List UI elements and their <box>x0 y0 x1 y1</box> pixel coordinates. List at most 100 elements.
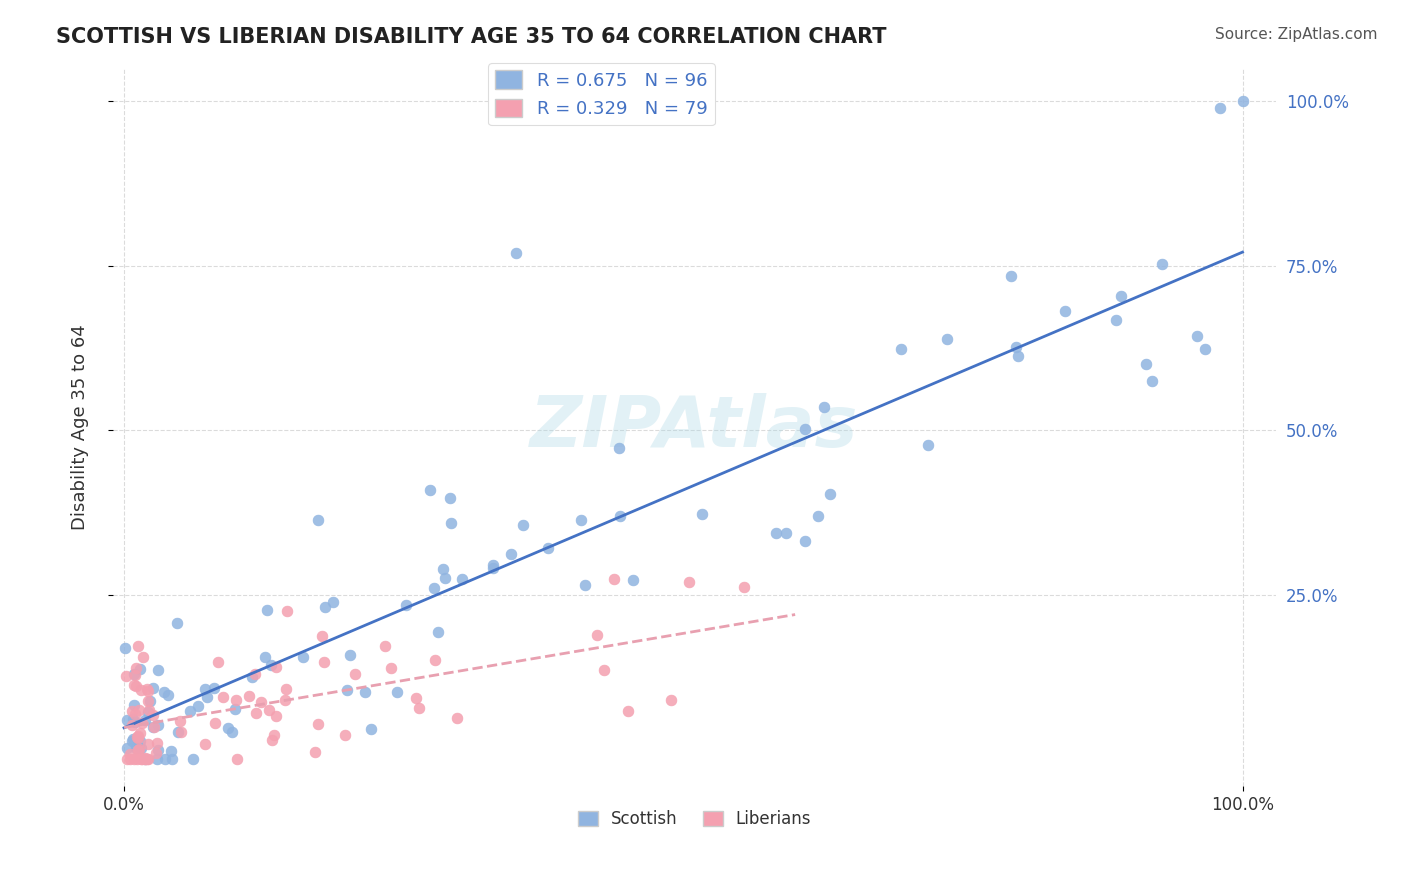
Point <box>118 747 141 761</box>
Text: ZIPAtlas: ZIPAtlas <box>530 392 859 462</box>
Point <box>207 655 229 669</box>
Point <box>162 752 184 766</box>
Point <box>322 595 344 609</box>
Point <box>512 518 534 533</box>
Point <box>1054 304 1077 318</box>
Point <box>125 741 148 756</box>
Point <box>129 733 152 747</box>
Point <box>574 577 596 591</box>
Point <box>225 752 247 766</box>
Point <box>146 718 169 732</box>
Point <box>224 702 246 716</box>
Point <box>202 681 225 695</box>
Point <box>136 752 159 766</box>
Point <box>661 693 683 707</box>
Point <box>138 737 160 751</box>
Point <box>124 706 146 721</box>
Point <box>419 483 441 497</box>
Point <box>121 731 143 746</box>
Point <box>1109 289 1132 303</box>
Point <box>1194 342 1216 356</box>
Point <box>120 752 142 766</box>
Point <box>129 683 152 698</box>
Point <box>585 628 607 642</box>
Point <box>304 745 326 759</box>
Point <box>1209 101 1232 115</box>
Point <box>312 655 335 669</box>
Point <box>127 639 149 653</box>
Point <box>1105 313 1128 327</box>
Point <box>505 245 527 260</box>
Point <box>134 752 156 766</box>
Point <box>121 704 143 718</box>
Point <box>131 715 153 730</box>
Point <box>343 666 366 681</box>
Point <box>187 698 209 713</box>
Point <box>138 752 160 766</box>
Point <box>159 744 181 758</box>
Point <box>820 487 842 501</box>
Point <box>890 342 912 356</box>
Point <box>569 513 592 527</box>
Point <box>134 750 156 764</box>
Point <box>807 508 830 523</box>
Point <box>153 752 176 766</box>
Point <box>122 678 145 692</box>
Point <box>794 533 817 548</box>
Point <box>128 703 150 717</box>
Point <box>181 752 204 766</box>
Point <box>307 513 329 527</box>
Point <box>1152 256 1174 270</box>
Point <box>263 728 285 742</box>
Point <box>146 663 169 677</box>
Point <box>481 558 503 572</box>
Point <box>122 752 145 766</box>
Point <box>623 573 645 587</box>
Point <box>169 724 191 739</box>
Point <box>501 548 523 562</box>
Point <box>1005 340 1028 354</box>
Point <box>204 716 226 731</box>
Point <box>143 720 166 734</box>
Point <box>354 685 377 699</box>
Point <box>124 698 146 713</box>
Point <box>146 736 169 750</box>
Point <box>408 700 430 714</box>
Point <box>128 742 150 756</box>
Point <box>439 491 461 505</box>
Y-axis label: Disability Age 35 to 64: Disability Age 35 to 64 <box>72 325 89 530</box>
Point <box>127 752 149 766</box>
Point <box>141 708 163 723</box>
Point <box>127 729 149 743</box>
Point <box>1135 357 1157 371</box>
Point <box>936 332 959 346</box>
Point <box>194 738 217 752</box>
Legend: Scottish, Liberians: Scottish, Liberians <box>571 804 818 835</box>
Point <box>385 685 408 699</box>
Point <box>592 663 614 677</box>
Point <box>250 696 273 710</box>
Point <box>426 624 449 639</box>
Point <box>167 725 190 739</box>
Point <box>127 731 149 745</box>
Point <box>114 641 136 656</box>
Point <box>134 752 156 766</box>
Point <box>775 526 797 541</box>
Point <box>194 682 217 697</box>
Point <box>254 650 277 665</box>
Point <box>129 740 152 755</box>
Point <box>336 683 359 698</box>
Point <box>274 682 297 697</box>
Point <box>602 572 624 586</box>
Point <box>195 690 218 705</box>
Point <box>256 602 278 616</box>
Point <box>122 667 145 681</box>
Point <box>179 704 201 718</box>
Point <box>395 599 418 613</box>
Point <box>333 728 356 742</box>
Point <box>129 752 152 766</box>
Point <box>917 438 939 452</box>
Point <box>225 693 247 707</box>
Point <box>1232 95 1254 109</box>
Point <box>257 703 280 717</box>
